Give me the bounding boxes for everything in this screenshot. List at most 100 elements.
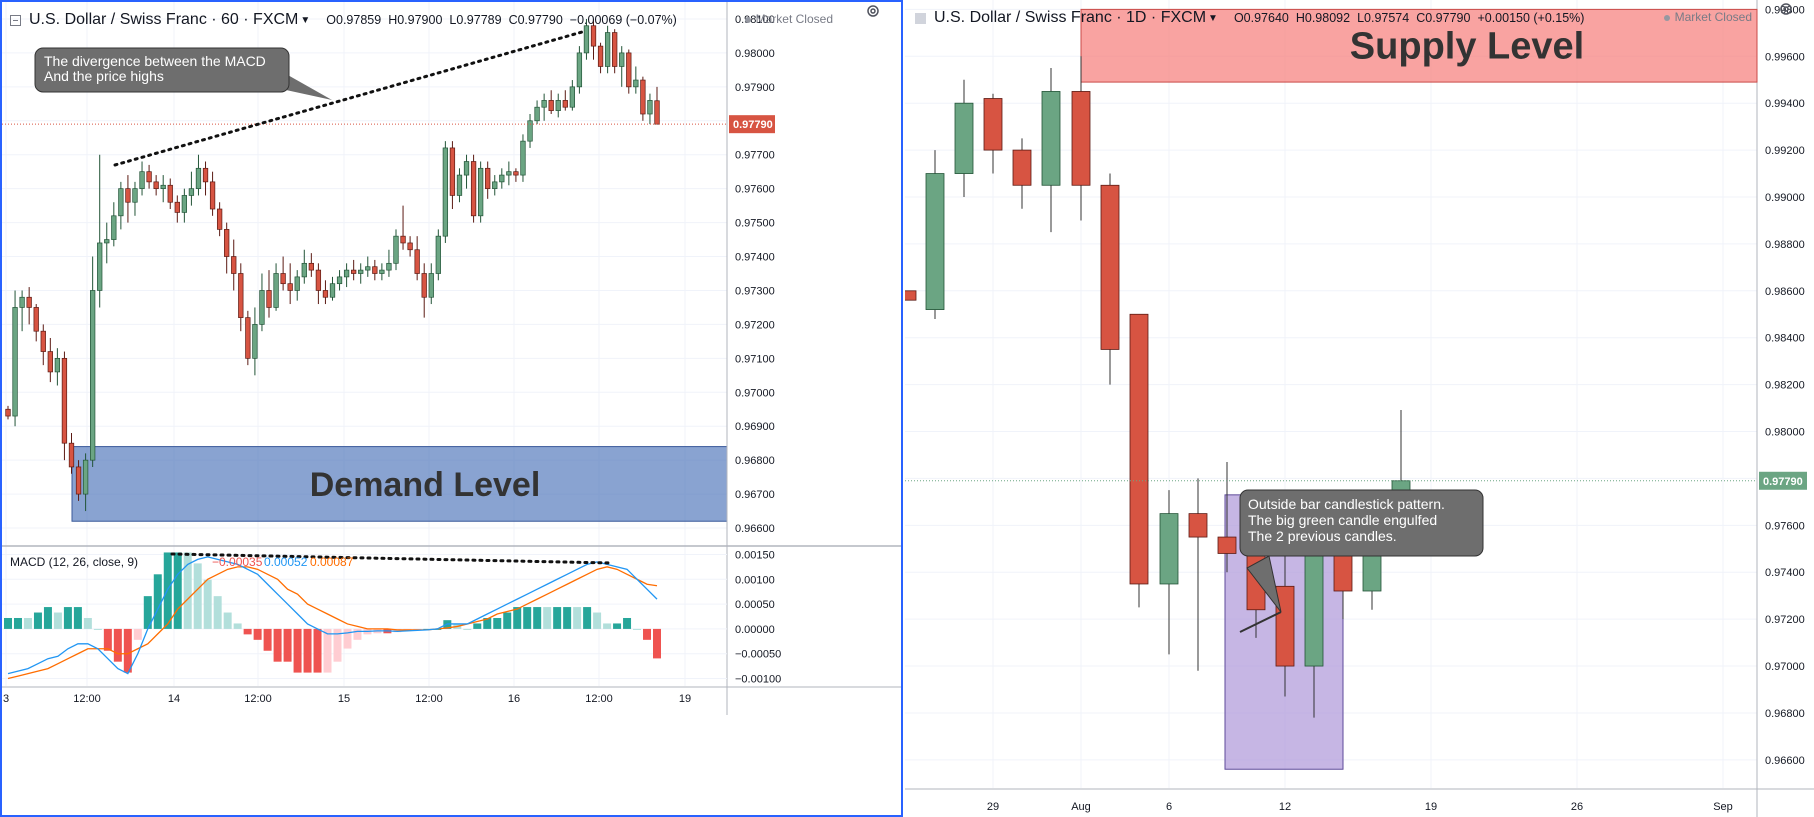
symbol-label[interactable]: U.S. Dollar / Swiss Franc · 60 · FXCM xyxy=(29,11,299,28)
daily-chart-canvas[interactable]: 0.998000.996000.994000.992000.990000.988… xyxy=(905,0,1814,817)
macd-histogram-bar xyxy=(623,617,632,629)
gear-icon[interactable] xyxy=(1777,0,1795,18)
macd-histogram-bar xyxy=(353,628,362,640)
candle-body xyxy=(1217,536,1237,554)
candle-body xyxy=(308,262,314,271)
candle-body xyxy=(513,171,519,176)
candle-body xyxy=(597,45,604,67)
chevron-down-icon[interactable]: ▼ xyxy=(1208,12,1218,24)
macd-tick-label: −0.00050 xyxy=(735,649,781,661)
candle-body xyxy=(428,273,434,298)
candle-body xyxy=(358,269,364,274)
callout-box xyxy=(1239,489,1484,557)
price-tick-label: 0.98000 xyxy=(735,48,775,60)
candle-body xyxy=(174,201,180,213)
market-status-daily: Market Closed xyxy=(1663,10,1752,24)
time-tick-label: 12:00 xyxy=(585,693,613,705)
low-value: L0.97574 xyxy=(1357,11,1410,25)
macd-histogram-bar xyxy=(123,628,132,673)
candle-body xyxy=(329,283,336,298)
candle-body xyxy=(372,266,378,274)
time-tick-label: 12:00 xyxy=(73,693,101,705)
candle-body xyxy=(1188,513,1208,538)
legend-header-daily: U.S. Dollar / Swiss Franc · 1D · FXCM ▼ … xyxy=(915,6,1584,30)
gear-icon[interactable] xyxy=(864,2,882,20)
candle-body xyxy=(1012,149,1032,186)
candle-body xyxy=(604,32,611,67)
macd-histogram-bar xyxy=(243,628,252,635)
time-tick-label: 12:00 xyxy=(415,693,443,705)
candle-body xyxy=(118,188,124,217)
macd-histogram-bar xyxy=(183,552,192,629)
price-tick-label: 0.97000 xyxy=(735,387,775,399)
candle-body xyxy=(555,100,561,111)
chart-pane-daily[interactable]: 0.99800 0.99600 0.99400 0.99200 0.99000 0.988… xyxy=(905,0,1814,817)
candle-body xyxy=(1041,91,1061,186)
price-tick-label: 0.97700 xyxy=(735,150,775,162)
candle-body xyxy=(351,269,357,274)
macd-histogram-bar xyxy=(603,623,612,629)
candle-body xyxy=(273,273,279,308)
macd-histogram-bar xyxy=(13,617,22,629)
candle-body xyxy=(33,307,39,332)
candle-body xyxy=(633,79,639,88)
change-value: +0.00150 (+0.15%) xyxy=(1477,11,1585,25)
callout-text: The big green candle engulfed xyxy=(1248,512,1437,528)
high-value: H0.97900 xyxy=(388,13,443,27)
macd-histogram-bar xyxy=(133,628,142,640)
candle-body xyxy=(1071,91,1091,186)
candle-body xyxy=(245,317,251,359)
macd-line-value: 0.00052 xyxy=(264,555,308,569)
candle-body xyxy=(435,235,441,274)
price-tick-label: 0.97300 xyxy=(735,285,775,297)
price-tick-label: 0.98800 xyxy=(1765,239,1805,251)
candle-body xyxy=(647,100,653,115)
macd-histogram-bar xyxy=(293,628,302,673)
candle-body xyxy=(414,249,420,274)
callout-text: The 2 previous candles. xyxy=(1248,528,1397,544)
macd-histogram-bar xyxy=(263,628,272,651)
macd-histogram-bar xyxy=(493,617,502,629)
candle-body xyxy=(181,195,188,213)
collapse-square-icon[interactable] xyxy=(915,12,926,24)
candle-body xyxy=(954,102,974,174)
macd-tick-label: −0.00100 xyxy=(735,674,781,686)
callout-text: And the price highs xyxy=(44,68,164,84)
minus-square-icon[interactable] xyxy=(10,14,21,26)
macd-histogram-bar xyxy=(503,612,512,629)
chart-pane-hourly[interactable]: 0.981000.980000.979000.978000.977000.976… xyxy=(0,0,903,817)
chevron-down-icon[interactable]: ▼ xyxy=(300,14,311,26)
candle-body xyxy=(202,167,209,183)
price-tick-label: 0.98000 xyxy=(1765,427,1805,439)
close-value: C0.97790 xyxy=(1416,11,1471,25)
price-tick-label: 0.98600 xyxy=(1765,286,1805,298)
symbol-label-daily[interactable]: U.S. Dollar / Swiss Franc · 1D · FXCM xyxy=(934,9,1207,26)
callout-text: Outside bar candlestick pattern. xyxy=(1248,496,1445,512)
candle-body xyxy=(195,167,202,190)
macd-histogram-bar xyxy=(653,628,661,659)
status-dot-icon xyxy=(744,16,751,23)
candle-body xyxy=(590,25,597,47)
candle-body xyxy=(5,408,11,417)
candle-body xyxy=(160,184,166,190)
macd-histogram-bar xyxy=(153,574,162,629)
callout-leader xyxy=(1239,611,1282,633)
candle-body xyxy=(231,256,237,274)
time-tick-label: 12:00 xyxy=(244,693,272,705)
time-tick-label: 26 xyxy=(1571,801,1583,813)
macd-histogram-bar xyxy=(173,552,182,629)
macd-histogram-bar xyxy=(553,607,562,629)
hourly-chart-canvas[interactable]: 0.981000.980000.979000.978000.977000.976… xyxy=(2,2,901,815)
candle-body xyxy=(343,269,350,278)
candle-body xyxy=(1100,184,1120,350)
last-price-text: 0.97790 xyxy=(733,119,773,131)
candle-body xyxy=(12,307,18,417)
candle-body xyxy=(301,262,307,278)
macd-histogram-bar xyxy=(483,617,492,629)
candle-body xyxy=(40,330,46,352)
price-tick-label: 0.96900 xyxy=(735,421,775,433)
callout-box xyxy=(34,47,290,93)
macd-histogram-bar xyxy=(4,617,12,629)
macd-histogram-bar xyxy=(83,617,92,629)
candle-body xyxy=(421,273,427,298)
